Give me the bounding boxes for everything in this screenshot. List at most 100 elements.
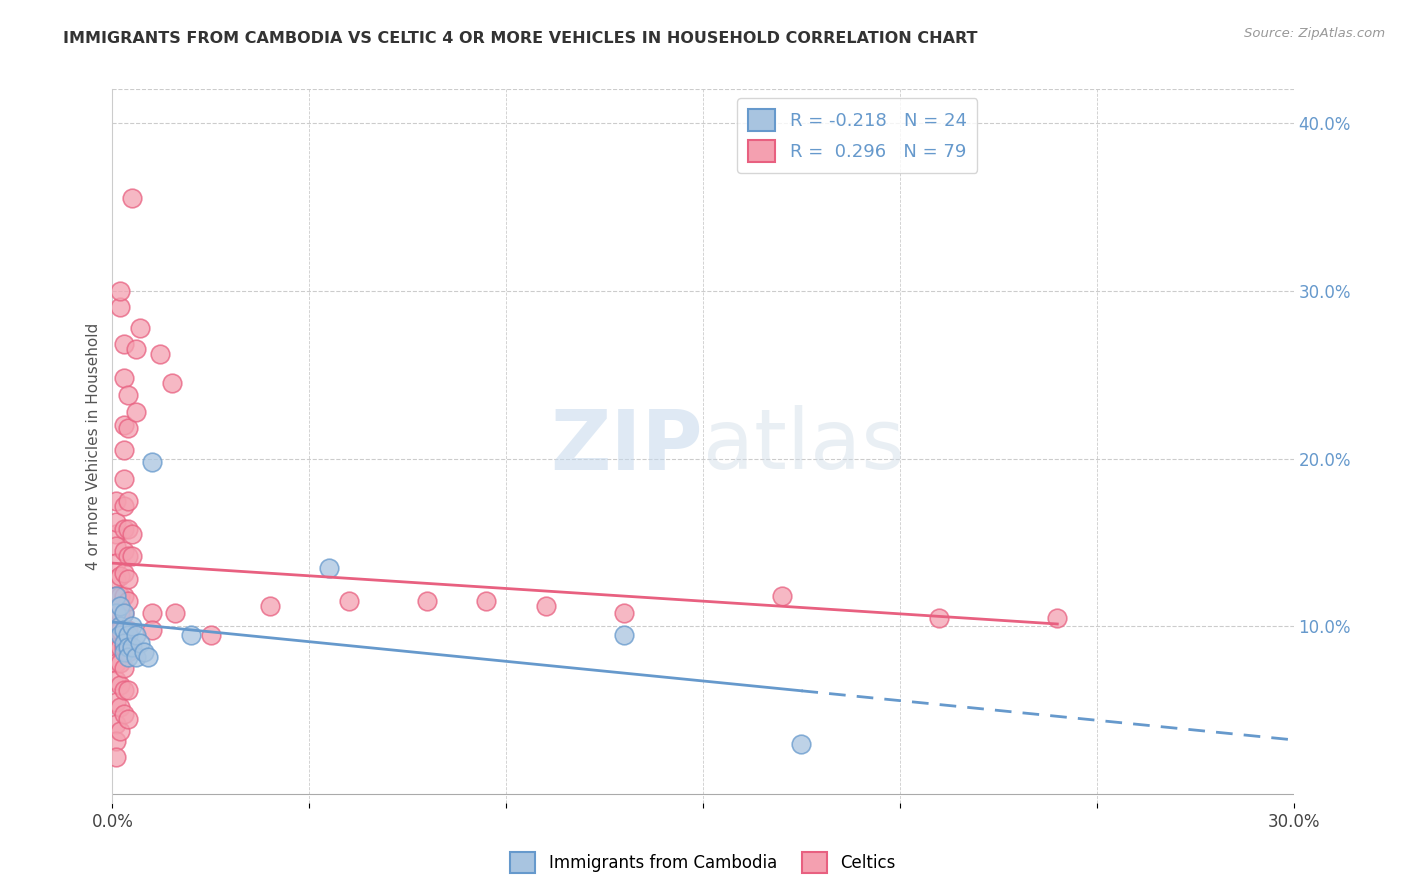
Point [105, 573, 128, 587]
Point [110, 723, 132, 738]
Text: Source: ZipAtlas.com: Source: ZipAtlas.com [1244, 27, 1385, 40]
Point [110, 657, 132, 671]
Point [112, 337, 135, 351]
Point [112, 472, 135, 486]
Point [117, 493, 139, 508]
Point [534, 599, 557, 614]
Point [117, 649, 139, 664]
Point [105, 673, 128, 688]
Point [121, 191, 143, 205]
Point [112, 417, 135, 432]
Point [129, 320, 152, 334]
Point [117, 712, 139, 726]
Y-axis label: 4 or more Vehicles in Household: 4 or more Vehicles in Household [86, 322, 101, 570]
Point [105, 606, 128, 620]
Point [105, 733, 128, 747]
Point [110, 284, 132, 298]
Point [259, 599, 281, 614]
Point [112, 566, 135, 580]
Point [117, 623, 139, 637]
Point [105, 657, 128, 671]
Point [125, 343, 148, 357]
Point [125, 628, 148, 642]
Point [112, 706, 135, 721]
Point [117, 549, 139, 563]
Point [136, 649, 159, 664]
Point [117, 388, 139, 402]
Point [141, 455, 163, 469]
Point [613, 628, 636, 642]
Point [149, 347, 172, 361]
Point [110, 640, 132, 654]
Point [105, 606, 128, 620]
Point [105, 556, 128, 570]
Point [180, 628, 202, 642]
Point [337, 594, 360, 608]
Point [112, 623, 135, 637]
Point [110, 700, 132, 714]
Point [105, 589, 128, 603]
Legend: R = -0.218   N = 24, R =  0.296   N = 79: R = -0.218 N = 24, R = 0.296 N = 79 [737, 98, 977, 173]
Point [141, 623, 163, 637]
Point [112, 640, 135, 654]
Point [121, 619, 143, 633]
Point [110, 678, 132, 692]
Point [110, 589, 132, 603]
Point [110, 606, 132, 620]
Point [105, 750, 128, 764]
Point [117, 645, 139, 659]
Text: ZIP: ZIP [551, 406, 703, 486]
Point [112, 661, 135, 675]
Point [112, 443, 135, 458]
Point [112, 606, 135, 620]
Point [117, 573, 139, 587]
Point [117, 594, 139, 608]
Text: atlas: atlas [703, 406, 904, 486]
Point [928, 611, 950, 625]
Point [112, 606, 135, 620]
Point [112, 589, 135, 603]
Point [129, 636, 152, 650]
Point [112, 623, 135, 637]
Point [200, 628, 222, 642]
Point [121, 640, 143, 654]
Point [121, 527, 143, 541]
Point [125, 404, 148, 418]
Point [105, 527, 128, 541]
Point [790, 737, 813, 751]
Point [416, 594, 439, 608]
Point [105, 640, 128, 654]
Point [1046, 611, 1069, 625]
Point [117, 628, 139, 642]
Point [112, 645, 135, 659]
Point [121, 549, 143, 563]
Point [613, 606, 636, 620]
Point [105, 493, 128, 508]
Point [110, 623, 132, 637]
Text: IMMIGRANTS FROM CAMBODIA VS CELTIC 4 OR MORE VEHICLES IN HOUSEHOLD CORRELATION C: IMMIGRANTS FROM CAMBODIA VS CELTIC 4 OR … [63, 31, 977, 46]
Point [117, 640, 139, 654]
Point [112, 544, 135, 558]
Point [160, 376, 183, 390]
Point [117, 683, 139, 698]
Point [110, 599, 132, 614]
Point [141, 606, 163, 620]
Point [112, 499, 135, 513]
Point [110, 628, 132, 642]
Point [105, 539, 128, 553]
Point [110, 619, 132, 633]
Point [770, 589, 793, 603]
Point [117, 421, 139, 435]
Point [110, 301, 132, 315]
Point [112, 636, 135, 650]
Point [105, 695, 128, 709]
Point [132, 645, 155, 659]
Point [125, 649, 148, 664]
Point [105, 717, 128, 731]
Point [112, 371, 135, 385]
Point [110, 569, 132, 583]
Point [165, 606, 187, 620]
Point [117, 522, 139, 536]
Legend: Immigrants from Cambodia, Celtics: Immigrants from Cambodia, Celtics [503, 846, 903, 880]
Point [318, 560, 340, 574]
